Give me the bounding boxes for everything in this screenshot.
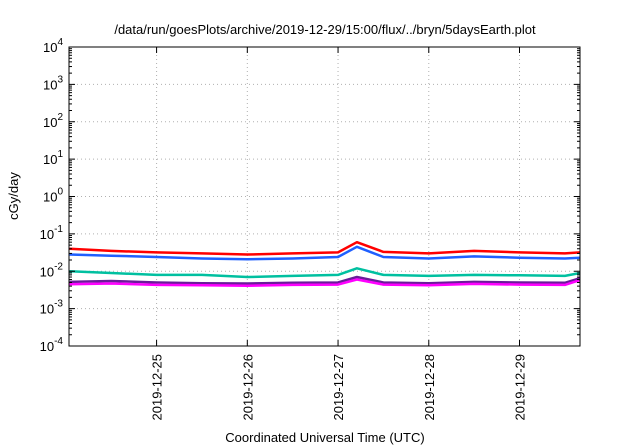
x-tick-label: 2019-12-27: [331, 354, 346, 421]
x-axis: 2019-12-25 2019-12-26 2019-12-27 2019-12-28…: [150, 47, 528, 421]
y-tick-label: 10-1: [40, 224, 64, 242]
y-tick-label: 103: [43, 74, 63, 92]
grid: [69, 47, 580, 346]
y-tick-label: 104: [43, 37, 63, 55]
y-axis-label: cGy/day: [6, 172, 21, 220]
series-line-2: [69, 245, 581, 261]
x-tick-label: 2019-12-28: [422, 354, 437, 421]
y-tick-label: 100: [43, 187, 63, 205]
chart-title: /data/run/goesPlots/archive/2019-12-29/1…: [114, 22, 536, 37]
x-tick-label: 2019-12-29: [513, 354, 528, 421]
y-tick-label: 10-4: [40, 336, 64, 354]
y-tick-label: 101: [43, 149, 63, 167]
series-line-3: [69, 267, 581, 279]
series-group: [69, 240, 581, 287]
x-axis-label: Coordinated Universal Time (UTC): [225, 430, 424, 445]
series-line-5: [69, 278, 581, 287]
x-tick-label: 2019-12-25: [150, 354, 165, 421]
y-tick-label: 102: [43, 112, 63, 130]
y-tick-label: 10-2: [40, 261, 64, 279]
series-line-1: [69, 240, 581, 256]
series-line-4: [69, 275, 581, 285]
y-tick-label: 10-3: [40, 299, 64, 317]
x-tick-label: 2019-12-26: [240, 354, 255, 421]
